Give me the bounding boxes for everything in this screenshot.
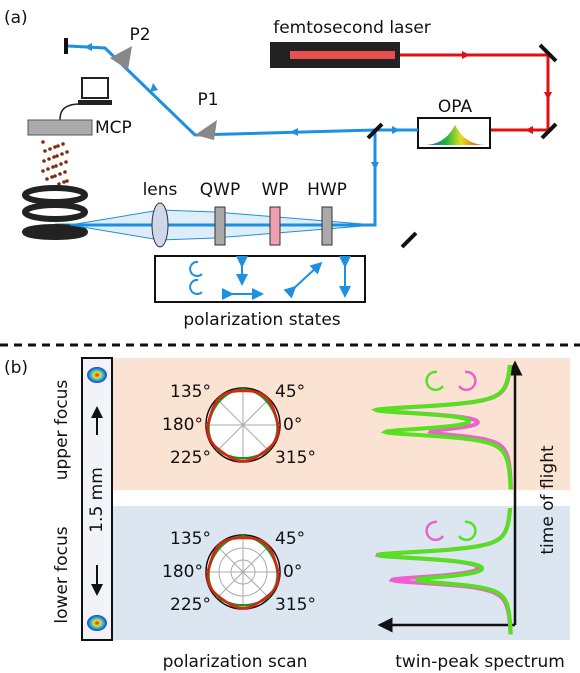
dot	[65, 179, 69, 183]
prism	[195, 120, 217, 140]
dot	[46, 167, 50, 171]
optic-label: HWP	[307, 180, 347, 200]
caption: polarization states	[183, 310, 340, 330]
dot	[55, 154, 59, 158]
dot	[54, 164, 58, 168]
prism-label: P1	[197, 90, 218, 110]
dot	[63, 170, 67, 174]
prism-label: P2	[129, 25, 150, 45]
caption: polarization scan	[163, 652, 308, 672]
optic-label: lens	[143, 180, 178, 200]
polar-plots: 135° 45° 180° 0° 225° 315° 135° 45° 180° 0° 225° 31…	[162, 382, 316, 615]
lens	[152, 203, 168, 247]
mcp-label: MCP	[95, 118, 132, 138]
dot	[41, 169, 45, 173]
dot	[61, 142, 65, 146]
angle-label: 315°	[275, 448, 316, 468]
laser-label: femtosecond laser	[273, 18, 431, 38]
computer	[82, 78, 108, 98]
angle-label: 315°	[275, 595, 316, 615]
focus-spot	[87, 367, 107, 383]
dot	[43, 149, 47, 153]
axis-label: time of flight	[538, 445, 558, 555]
optic-label: QWP	[200, 180, 240, 200]
mcp	[28, 120, 92, 135]
optic-label: WP	[261, 180, 288, 200]
electrodes	[25, 188, 85, 237]
hwp	[322, 207, 332, 245]
opa-label: OPA	[438, 97, 473, 117]
wp	[270, 207, 280, 245]
panel-label: (b)	[4, 358, 28, 378]
dot	[60, 152, 64, 156]
angle-label: 0°	[283, 562, 302, 582]
qwp	[215, 207, 225, 245]
angle-label: 225°	[170, 595, 211, 615]
caption: twin-peak spectrum	[395, 652, 565, 672]
angle-label: 135°	[170, 529, 211, 549]
dot	[59, 162, 63, 166]
dot	[45, 177, 49, 181]
electron-dots	[41, 140, 69, 191]
laser-beam-core	[290, 51, 395, 59]
angle-label: 225°	[170, 448, 211, 468]
angle-label: 45°	[275, 382, 305, 402]
dot	[56, 144, 60, 148]
figure: (a) femtosecond laser OPA P2 P1 MCP lens…	[0, 0, 580, 673]
dot	[41, 140, 45, 144]
cable	[60, 104, 80, 120]
dot	[53, 174, 57, 178]
angle-label: 180°	[162, 415, 203, 435]
focus-spot	[87, 615, 107, 631]
region-label: lower focus	[52, 526, 72, 623]
keyboard	[78, 100, 112, 105]
angle-label: 0°	[283, 415, 302, 435]
dot	[42, 159, 46, 163]
dot	[64, 160, 68, 164]
scale-label: 1.5 mm	[87, 467, 107, 533]
polarization-box	[155, 256, 365, 302]
panel-label: (a)	[4, 8, 28, 28]
dot	[65, 150, 69, 154]
angle-label: 135°	[170, 382, 211, 402]
angle-label: 180°	[162, 562, 203, 582]
prism	[110, 46, 132, 70]
blue-beam	[55, 130, 418, 225]
dot	[48, 147, 52, 151]
dot	[47, 157, 51, 161]
region-label: upper focus	[52, 380, 72, 481]
angle-label: 45°	[275, 529, 305, 549]
dot	[58, 172, 62, 176]
